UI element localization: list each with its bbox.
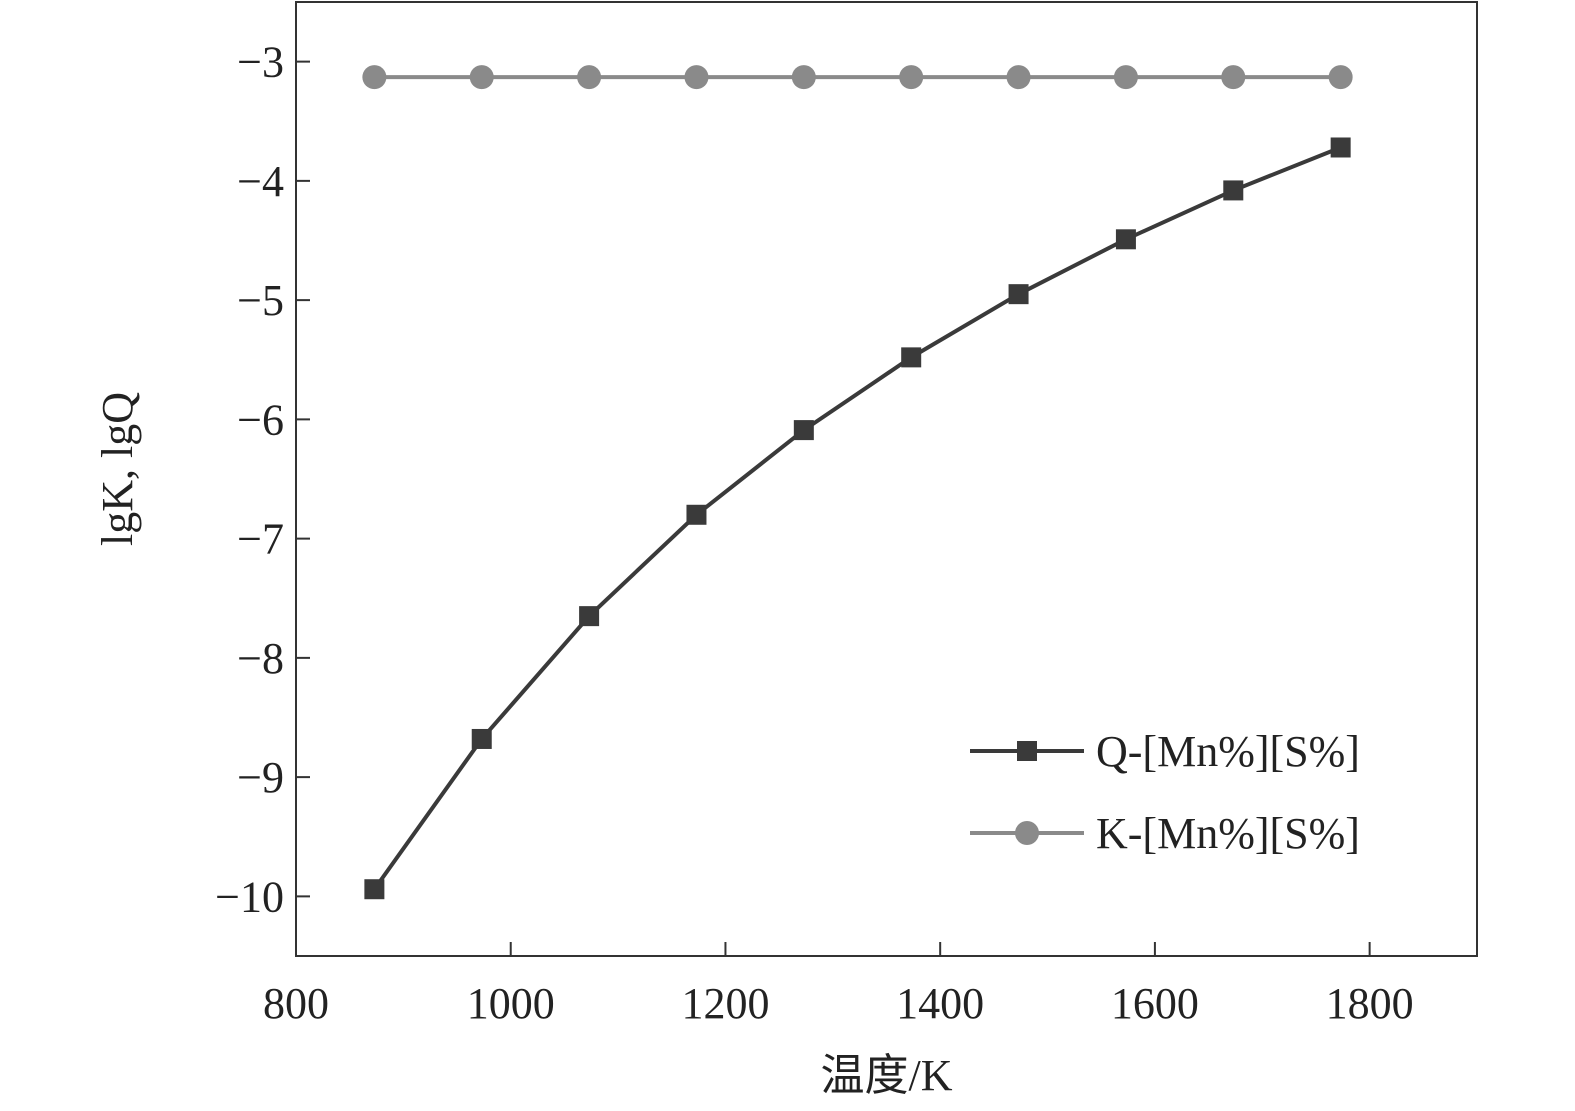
data-point-circle xyxy=(362,65,387,90)
data-point-square xyxy=(686,504,707,525)
series-line xyxy=(372,145,1342,891)
data-point-circle xyxy=(577,65,602,90)
data-point-circle xyxy=(791,65,816,90)
x-tick-label: 1200 xyxy=(681,979,769,1028)
y-tick-label: −3 xyxy=(237,38,284,87)
data-point-square xyxy=(1223,180,1244,201)
data-point-circle xyxy=(684,65,709,90)
data-point-circle xyxy=(1113,65,1138,90)
data-point-square xyxy=(471,728,492,749)
y-tick-label: −4 xyxy=(237,157,284,206)
y-tick-label: −8 xyxy=(237,634,284,683)
data-point-square xyxy=(579,606,600,627)
legend-marker-square xyxy=(1017,741,1037,761)
plot-area xyxy=(295,1,1478,957)
y-tick-label: −7 xyxy=(237,515,284,564)
data-point-circle xyxy=(1006,65,1031,90)
series-k xyxy=(362,65,1353,90)
data-point-circle xyxy=(1328,65,1353,90)
y-tick-label: −5 xyxy=(237,276,284,325)
legend-label: K-[Mn%][S%] xyxy=(1096,809,1360,858)
series-layer xyxy=(362,65,1353,900)
data-point-square xyxy=(1008,284,1029,305)
x-tick-label: 1000 xyxy=(467,979,555,1028)
data-point-square xyxy=(793,420,814,441)
legend-marker-circle xyxy=(1015,821,1039,845)
y-tick-label: −10 xyxy=(215,872,284,921)
data-point-square xyxy=(1115,229,1136,250)
legend-label: Q-[Mn%][S%] xyxy=(1096,727,1360,776)
y-axis: −3 −4 −5 −6 −7 −8 −9 −10 xyxy=(215,38,310,921)
data-point-circle xyxy=(899,65,924,90)
legend-item: Q-[Mn%][S%] xyxy=(970,727,1360,776)
x-tick-label: 800 xyxy=(263,979,329,1028)
data-point-circle xyxy=(1221,65,1246,90)
data-point-square xyxy=(1330,137,1351,158)
x-tick-label: 1800 xyxy=(1326,979,1414,1028)
data-point-circle xyxy=(469,65,494,90)
legend-item: K-[Mn%][S%] xyxy=(970,809,1360,858)
x-tick-label: 1400 xyxy=(896,979,984,1028)
y-tick-label: −9 xyxy=(237,753,284,802)
x-axis: 800 1000 1200 1400 1600 1800 xyxy=(263,942,1414,1028)
x-axis-title: 温度/K xyxy=(821,1051,953,1100)
x-tick-label: 1600 xyxy=(1111,979,1199,1028)
y-tick-label: −6 xyxy=(237,395,284,444)
y-axis-title: lgK, lgQ xyxy=(93,392,142,546)
data-point-square xyxy=(364,879,385,900)
legend: Q-[Mn%][S%] K-[Mn%][S%] xyxy=(970,727,1360,858)
series-q xyxy=(364,137,1351,900)
data-point-square xyxy=(901,347,922,368)
